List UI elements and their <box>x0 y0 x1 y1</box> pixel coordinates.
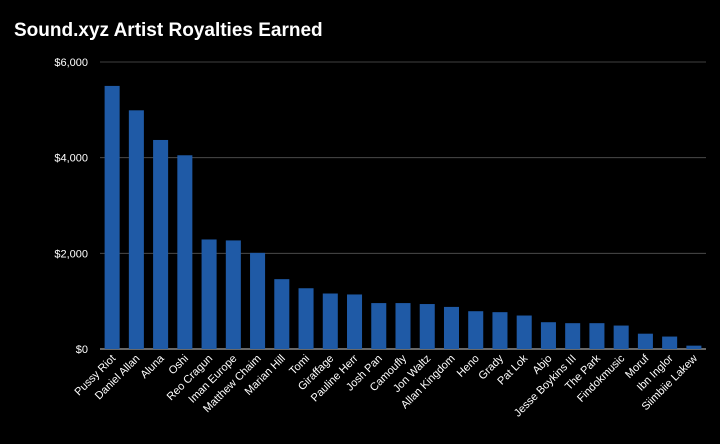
bar <box>492 312 508 349</box>
y-tick-label: $6,000 <box>54 57 88 69</box>
bar <box>662 336 678 349</box>
bar <box>322 293 338 349</box>
bar <box>128 110 144 349</box>
bar <box>298 288 314 349</box>
bar <box>686 345 702 349</box>
y-tick-label: $4,000 <box>54 153 88 165</box>
bar <box>468 311 484 349</box>
bar <box>177 155 193 349</box>
bar <box>225 240 241 349</box>
bar <box>153 139 169 349</box>
bar <box>419 304 435 349</box>
y-axis-ticks: $0 $2,000 $4,000 $6,000 <box>54 57 88 356</box>
bar <box>104 85 120 350</box>
bar <box>395 303 411 349</box>
bars <box>104 85 702 350</box>
bar <box>565 323 581 349</box>
bar <box>347 294 363 349</box>
bar <box>589 323 605 349</box>
bar <box>201 239 217 349</box>
y-tick-label: $2,000 <box>54 248 88 260</box>
bar <box>274 279 290 349</box>
bar <box>540 322 556 349</box>
bar <box>443 306 459 349</box>
bar <box>613 325 629 349</box>
bar <box>637 333 653 349</box>
chart-title: Sound.xyz Artist Royalties Earned <box>14 20 323 41</box>
y-tick-label: $0 <box>76 344 88 356</box>
bar <box>516 315 532 349</box>
bar <box>250 252 266 349</box>
bar <box>371 303 387 349</box>
